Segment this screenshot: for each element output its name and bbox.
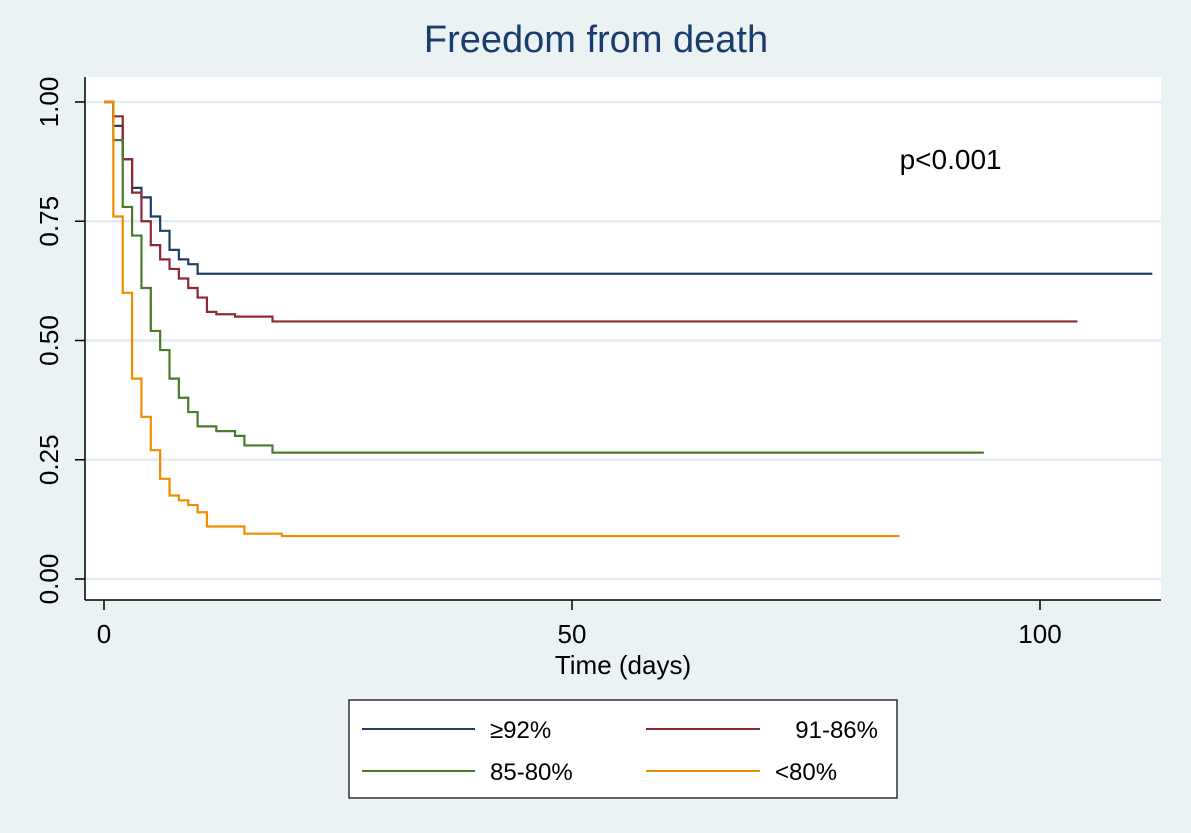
tick-marks [75,101,1041,610]
y-tick-label: 1.00 [34,77,64,128]
x-tick-label: 50 [558,619,587,649]
axes [84,77,1161,601]
y-tick-label: 0.75 [34,196,64,247]
x-tick-label: 100 [1018,619,1061,649]
y-tick-label: 0.00 [34,554,64,605]
series-layer [104,100,1153,538]
gridlines [86,100,1161,581]
plot-background [85,77,1161,600]
legend-label-91-86: 91-86% [795,717,878,744]
y-tick-label: 0.50 [34,315,64,366]
chart-title: Freedom from death [424,19,768,61]
legend-box [348,699,898,799]
legend-label-lt80: <80% [775,759,837,786]
y-tick-label: 0.25 [34,434,64,485]
legend-label-ge92: ≥92% [490,717,551,744]
p-value-annotation: p<0.001 [900,144,1002,175]
x-tick-label: 0 [97,619,111,649]
series-91-86-line [104,100,1078,323]
series-lt80-line [104,100,900,538]
x-axis-title: Time (days) [555,650,691,680]
legend-label-85-80: 85-80% [490,759,573,786]
legend: ≥92% 91-86% 85-80% <80% [348,699,898,799]
series-85-80-line [104,100,984,454]
